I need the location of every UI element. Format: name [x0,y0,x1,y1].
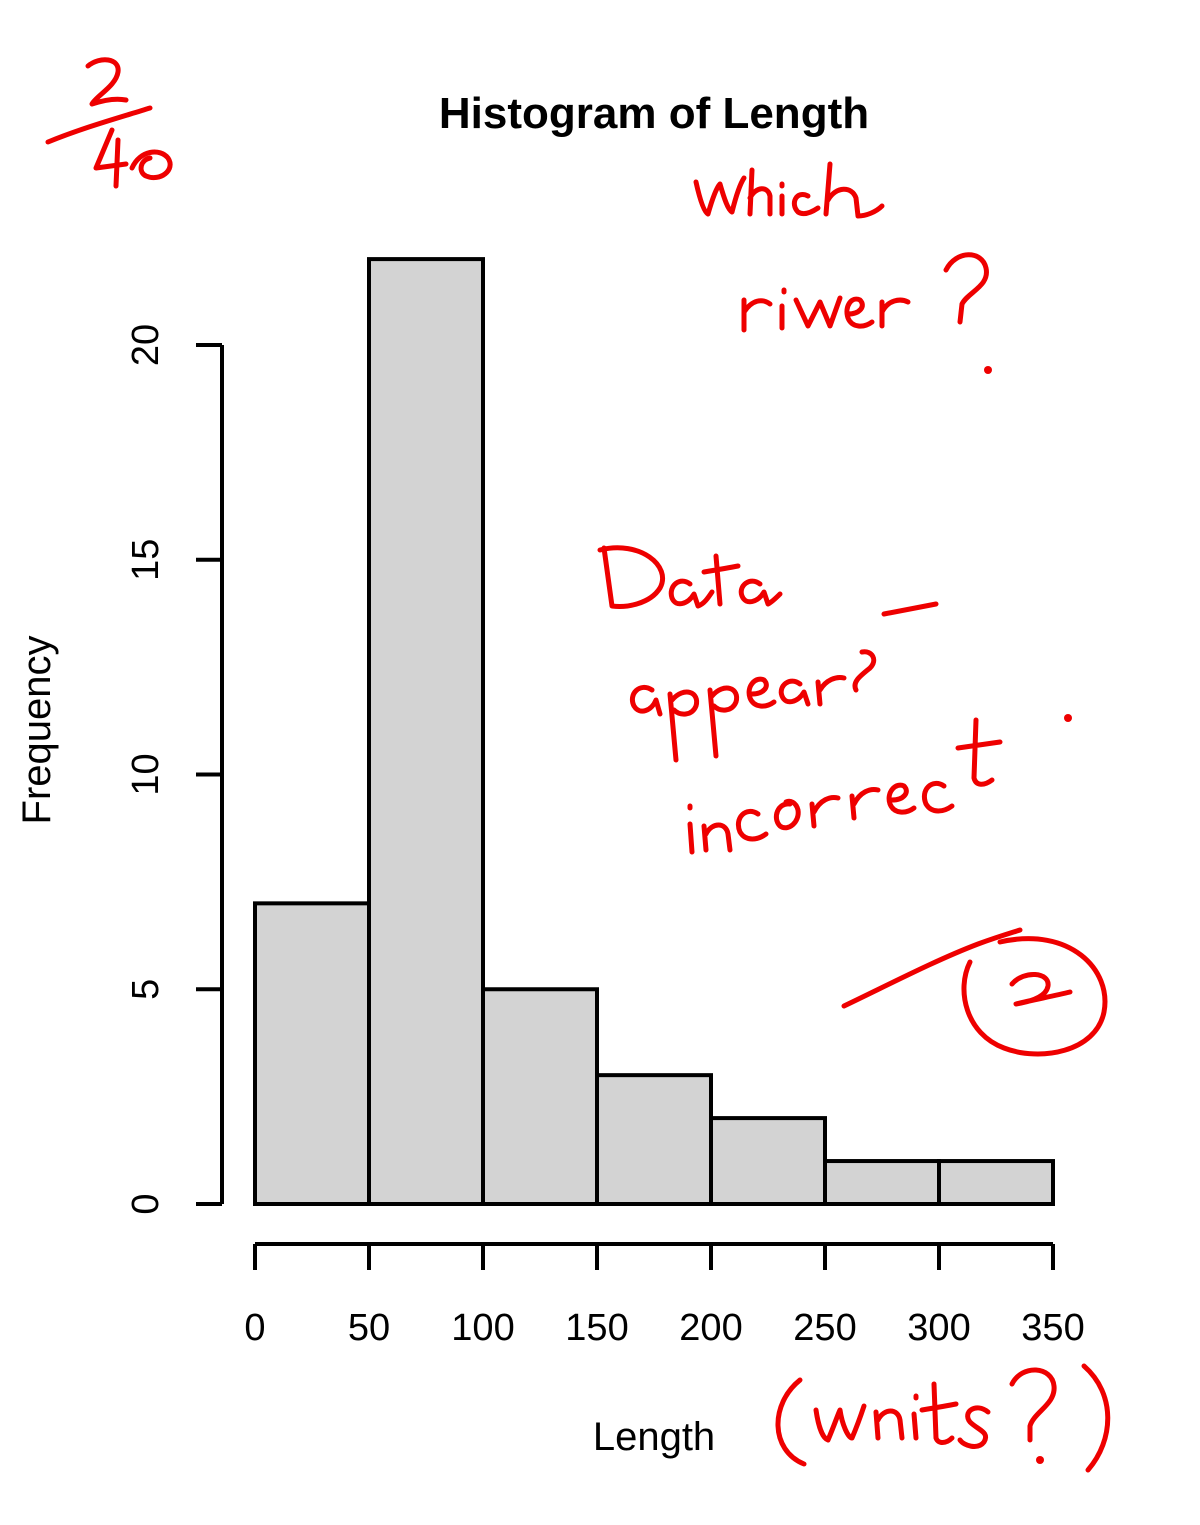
handwritten-annotations: 2/40 which river? [45,29,1111,1473]
y-tick-label-10: 10 [125,753,167,795]
histogram-bar-4 [709,1116,827,1206]
which-river-annotation-text: which river? [700,199,714,201]
y-tick-label-20: 20 [125,324,167,366]
y-tick-label-0: 0 [125,1193,167,1214]
circled-mark-annotation-text: 2 [1029,989,1032,991]
histogram-bar-0 [253,901,371,1206]
x-tick-label-50: 50 [348,1307,390,1349]
histogram-bar-3 [595,1073,713,1207]
x-axis-label: Length [593,1415,715,1459]
circled-mark-annotation: 2 [841,927,1108,1057]
y-tick-label-5: 5 [125,979,167,1000]
units-annotation: (units?) [775,1363,1111,1473]
x-tick-label-250: 250 [793,1307,856,1349]
score-annotation: 2/40 [45,29,173,189]
x-tick-label-300: 300 [907,1307,970,1349]
data-incorrect-annotation-text: Data appears incorrect. [609,578,634,581]
x-tick-label-0: 0 [244,1307,265,1349]
histogram-bar-2 [481,987,599,1206]
y-axis-label: Frequency [15,636,59,825]
x-tick-label-200: 200 [679,1307,742,1349]
which-river-annotation: which river? [693,161,992,374]
y-axis: 0 5 10 15 20 [125,324,224,1215]
x-tick-label-150: 150 [565,1307,628,1349]
x-tick-label-100: 100 [451,1307,514,1349]
histogram-bar-1 [367,257,485,1207]
x-tick-label-350: 350 [1021,1307,1084,1349]
data-incorrect-annotation: Data appears incorrect. [597,545,1072,855]
histogram-bar-5 [823,1159,941,1207]
x-axis: 0 50 100 150 200 250 300 350 [244,1242,1085,1349]
chart-title: Histogram of Length [439,89,869,138]
y-tick-label-15: 15 [125,539,167,581]
units-annotation-text: (units?) [780,1418,788,1421]
histogram-bar-6 [937,1159,1055,1207]
histogram-bars [253,257,1055,1207]
score-annotation-text: 2/40 [59,29,65,31]
